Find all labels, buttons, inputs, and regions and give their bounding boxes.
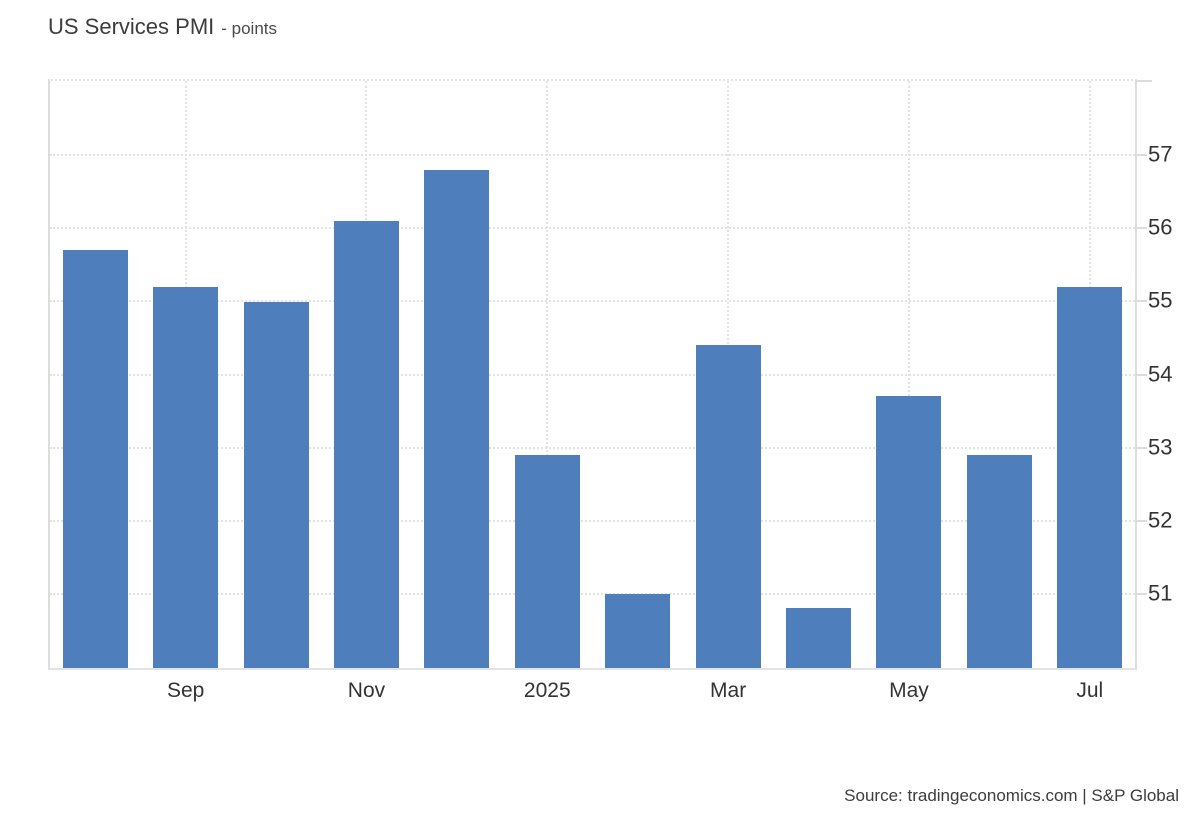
gridline-y-55 [50,300,1135,303]
y-axis-label-52: 52 [1148,507,1173,533]
gridline-y-57 [50,154,1135,157]
bar-may-2025[interactable] [876,396,942,668]
x-axis-label-mar: Mar [710,679,747,702]
bar-jul-2025[interactable] [1057,286,1123,668]
chart-title: US Services PMI [48,14,215,39]
bar-sep-2024[interactable] [153,286,219,668]
gridline-y-53 [50,446,1135,449]
y-axis-label-53: 53 [1148,434,1173,460]
bar-dec-2024[interactable] [424,170,490,668]
x-axis-label-2025: 2025 [523,679,571,702]
y-tick-52 [1135,519,1147,522]
y-axis-label-55: 55 [1148,288,1173,314]
bar-oct-2024[interactable] [243,301,309,668]
x-axis-label-sep: Sep [166,679,205,702]
y-axis-label-56: 56 [1148,215,1173,241]
x-axis-label-may: May [889,679,929,702]
y-tick-56 [1135,227,1147,230]
y-axis-label-54: 54 [1148,361,1173,387]
bar-mar-2025[interactable] [695,345,761,668]
y-tick-53 [1135,446,1147,449]
bar-nov-2024[interactable] [333,221,399,668]
y-tick-51 [1135,592,1147,595]
y-axis-top-tick [1135,80,1152,82]
y-tick-57 [1135,154,1147,157]
bar-jun-2025[interactable] [966,454,1032,668]
gridline-x-2025 [546,81,549,668]
chart-header: US Services PMI - points [48,14,277,40]
bar-jan-2025[interactable] [514,454,580,668]
gridline-y-54 [50,373,1135,376]
bar-feb-2025[interactable] [605,593,671,668]
y-tick-54 [1135,373,1147,376]
x-axis-label-nov: Nov [347,679,386,702]
x-axis-label-jul: Jul [1076,679,1104,702]
plot-area: 51 52 53 54 55 56 57 Sep Nov 2025 Mar May Jul [48,79,1172,701]
gridline-y-52 [50,519,1135,522]
y-axis-label-51: 51 [1148,580,1173,606]
gridline-y-51 [50,592,1135,595]
gridline-y-56 [50,227,1135,230]
y-tick-55 [1135,300,1147,303]
source-credit: Source: tradingeconomics.com | S&P Globa… [844,786,1179,805]
bar-aug-2024[interactable] [62,250,128,668]
chart-subtitle: - points [221,19,278,38]
y-axis-label-57: 57 [1148,142,1173,168]
gridline-x-may [907,81,910,668]
bar-apr-2025[interactable] [786,608,852,668]
